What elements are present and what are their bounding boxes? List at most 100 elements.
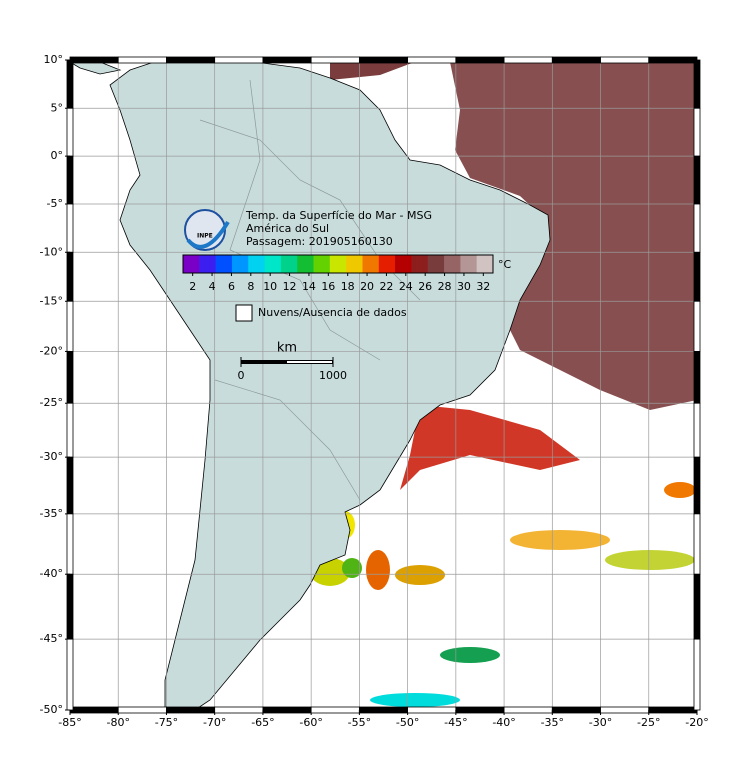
frame-segment: [310, 706, 360, 714]
colorbar-tick-label: 10: [263, 280, 277, 293]
frame-segment: [693, 573, 701, 640]
frame-segment: [69, 706, 119, 714]
frame-segment: [214, 56, 264, 64]
colorbar-cell: [411, 255, 429, 273]
colorbar-cell: [427, 255, 445, 273]
x-tick-label: -25°: [637, 716, 660, 729]
colorbar-tick-label: 6: [228, 280, 235, 293]
colorbar-unit: °C: [498, 258, 512, 271]
y-tick-label: -25°: [40, 396, 63, 409]
logo-swoosh: [186, 220, 230, 249]
frame-segment: [358, 56, 409, 64]
colorbar-tick-label: 18: [341, 280, 355, 293]
x-tick-label: -55°: [348, 716, 371, 729]
sst-patch: [605, 550, 695, 570]
frame-segment: [358, 706, 409, 714]
x-tick-label: -45°: [444, 716, 467, 729]
frame-segment: [66, 203, 74, 253]
x-tick-label: -60°: [299, 716, 322, 729]
colorbar-cell: [444, 255, 461, 273]
frame-segment: [117, 56, 167, 64]
frame-segment: [407, 706, 457, 714]
nodata-label: Nuvens/Ausencia de dados: [258, 306, 407, 319]
sst-patch: [664, 482, 696, 498]
colorbar-cell: [476, 255, 494, 273]
sst-patch: [370, 693, 460, 707]
x-tick-label: -70°: [203, 716, 226, 729]
frame-segment: [503, 706, 553, 714]
colorbar-tick-label: 30: [457, 280, 471, 293]
frame-segment: [407, 56, 457, 64]
frame-segment: [551, 706, 601, 714]
nodata-swatch: [235, 304, 253, 322]
colorbar-tick-label: 12: [283, 280, 297, 293]
frame-segment: [693, 107, 701, 157]
scale-bar-half: [287, 361, 332, 363]
colorbar-cell: [297, 255, 315, 273]
colorbar-tick-label: 4: [209, 280, 216, 293]
frame: [65, 56, 701, 715]
x-tick-label: -80°: [106, 716, 129, 729]
legend: INPE Temp. da Superfície do Mar - MSG Am…: [182, 209, 512, 382]
country-border: [199, 79, 421, 501]
frame-segment: [66, 155, 74, 205]
frame-segment: [117, 706, 167, 714]
x-tick-label: -30°: [589, 716, 612, 729]
colorbar-tick-label: 32: [476, 280, 490, 293]
y-tick-label: -10°: [40, 245, 63, 258]
y-tick-label: -15°: [40, 294, 63, 307]
sst-patch: [366, 550, 390, 590]
frame-segment: [262, 56, 312, 64]
colorbar-tick-label: 14: [302, 280, 316, 293]
frame-segment: [693, 456, 701, 515]
colorbar-tick-label: 20: [360, 280, 374, 293]
frame-segment: [693, 638, 701, 711]
frame-segment: [455, 56, 505, 64]
sst-patch: [440, 647, 500, 663]
colorbar-cell: [329, 255, 347, 273]
colorbar-cell: [183, 255, 200, 273]
x-tick-label: -75°: [155, 716, 178, 729]
x-tick-label: -40°: [492, 716, 515, 729]
colorbar-cell: [231, 255, 249, 273]
frame-segment: [66, 251, 74, 302]
y-tick-label: 0°: [51, 149, 64, 162]
frame-segment: [693, 251, 701, 302]
colorbar-tick-label: 16: [321, 280, 335, 293]
colorbar-cell: [199, 255, 217, 273]
y-tick-label: 10°: [44, 53, 64, 66]
scale-tick-label: 1000: [319, 369, 347, 382]
colorbar-tick-label: 2: [189, 280, 196, 293]
frame-segment: [66, 456, 74, 515]
colorbar-frame: [182, 254, 494, 274]
x-tick-label: -35°: [541, 716, 564, 729]
colorbar-tick-label: 24: [399, 280, 413, 293]
colorbar-cell: [346, 255, 363, 273]
x-tick-label: -20°: [685, 716, 708, 729]
frame-segment: [66, 513, 74, 575]
frame-segment: [66, 59, 74, 109]
frame-segment: [310, 56, 360, 64]
colorbar-cell: [248, 255, 266, 273]
colorbar-cell: [280, 255, 298, 273]
y-tick-label: -45°: [40, 632, 63, 645]
colorbar-cell: [395, 255, 412, 273]
frame-segment: [69, 56, 119, 64]
y-tick-label: 5°: [51, 101, 64, 114]
frame-segment: [66, 573, 74, 640]
scale-tick-label: 0: [238, 369, 245, 382]
sst-patch: [395, 565, 445, 585]
logo-text: INPE: [197, 233, 213, 240]
frame-segment: [600, 56, 650, 64]
colorbar-cell: [313, 255, 331, 273]
colorbar-tick-label: 22: [379, 280, 393, 293]
y-tick-label: -35°: [40, 507, 63, 520]
y-tick-label: -5°: [47, 197, 63, 210]
frame-segment: [214, 706, 264, 714]
colorbar-tick-label: 26: [418, 280, 432, 293]
frame-segment: [66, 638, 74, 711]
colorbar-cell: [264, 255, 282, 273]
frame-segment: [66, 300, 74, 352]
frame-segment: [693, 351, 701, 404]
